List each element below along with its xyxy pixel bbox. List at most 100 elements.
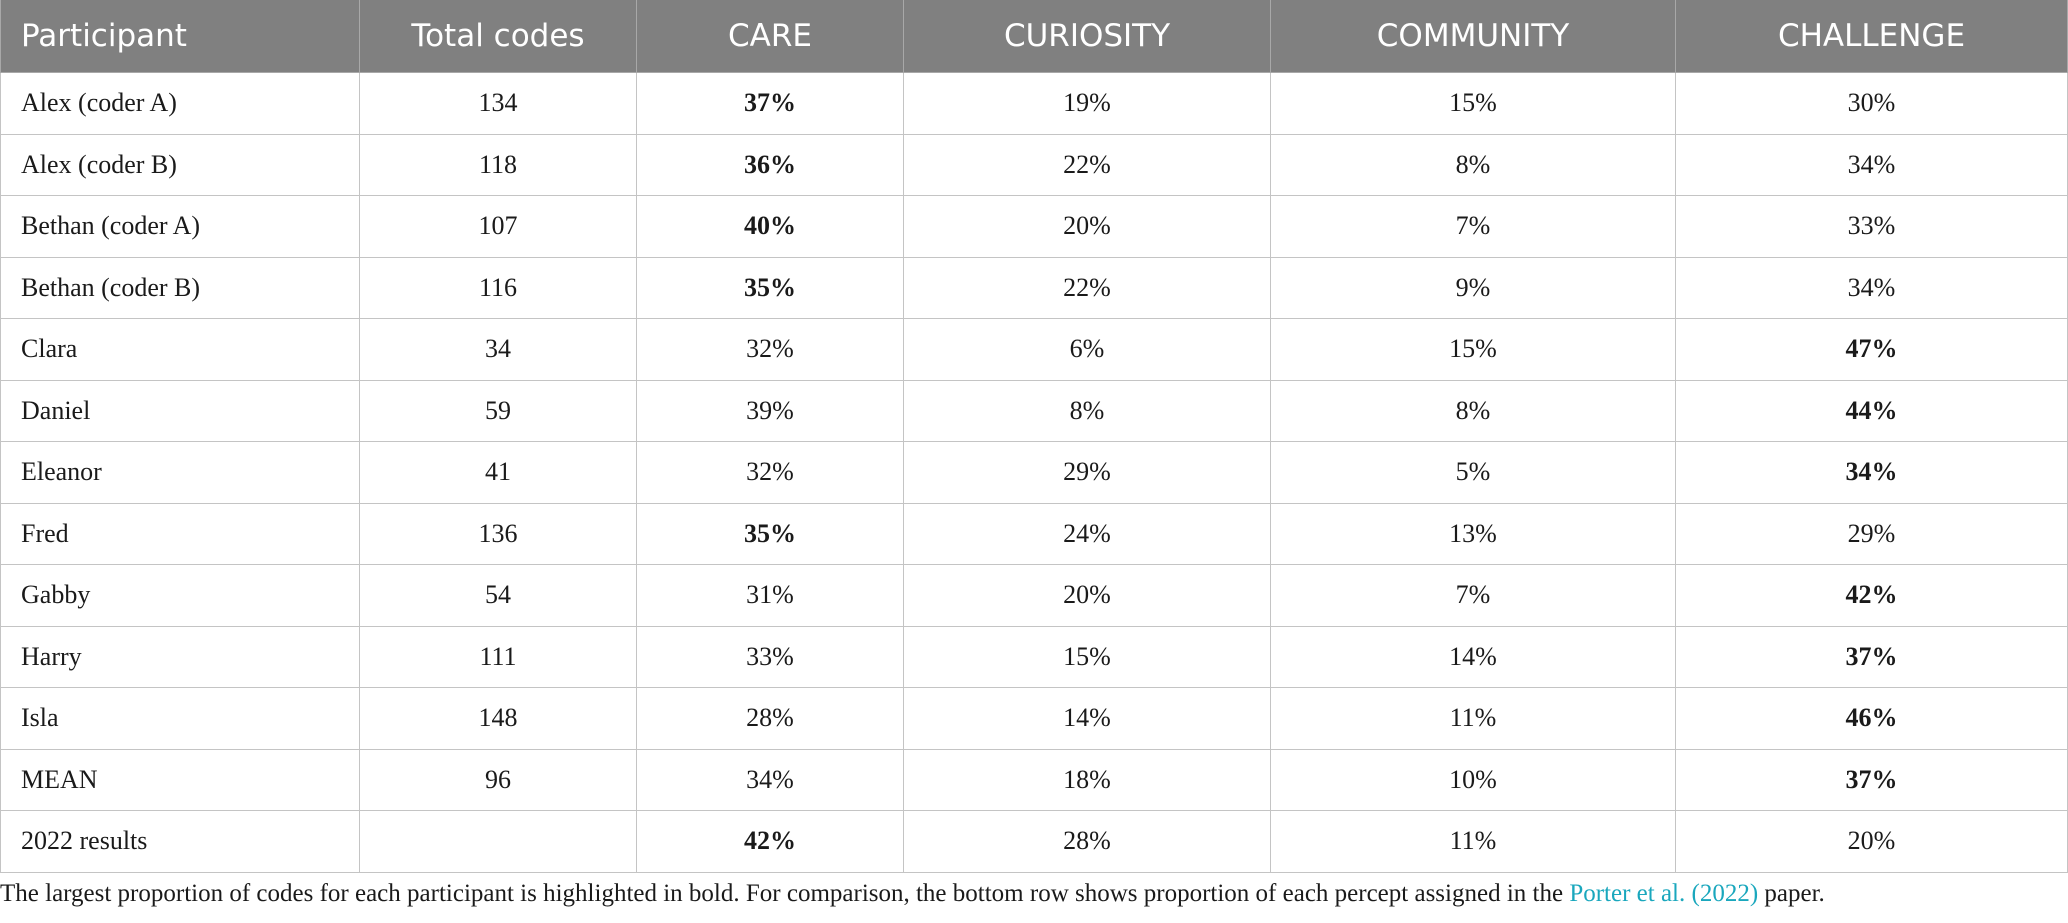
- cell-care: 36%: [636, 133, 904, 196]
- porter-2022-link[interactable]: Porter et al. (2022): [1569, 880, 1759, 907]
- cell-curiosity: 15%: [903, 625, 1271, 688]
- cell-care: 31%: [636, 564, 904, 627]
- cell-curiosity: 19%: [903, 72, 1271, 135]
- cell-curiosity: 20%: [903, 564, 1271, 627]
- cell-challenge: 34%: [1675, 441, 2068, 504]
- header-row: Participant Total codes CARE CURIOSITY C…: [0, 0, 2068, 73]
- cell-curiosity: 18%: [903, 748, 1271, 811]
- cell-total: 136: [359, 502, 637, 565]
- caption-text: The largest proportion of codes for each…: [0, 880, 1570, 907]
- table-row: Alex (coder A) 134 37% 19% 15% 30%: [0, 72, 2068, 135]
- cell-community: 8%: [1270, 133, 1676, 196]
- cell-challenge: 33%: [1675, 195, 2068, 258]
- table-row: Isla 148 28% 14% 11% 46%: [0, 687, 2068, 750]
- cell-participant: MEAN: [0, 748, 360, 811]
- cell-participant: Bethan (coder B): [0, 256, 360, 319]
- cell-curiosity: 20%: [903, 195, 1271, 258]
- cell-participant: Daniel: [0, 379, 360, 442]
- cell-total: 54: [359, 564, 637, 627]
- cell-challenge: 30%: [1675, 72, 2068, 135]
- cell-participant: Gabby: [0, 564, 360, 627]
- cell-challenge: 37%: [1675, 748, 2068, 811]
- cell-curiosity: 24%: [903, 502, 1271, 565]
- cell-community: 10%: [1270, 748, 1676, 811]
- header-total-codes: Total codes: [359, 0, 637, 73]
- cell-participant: Harry: [0, 625, 360, 688]
- cell-total: 41: [359, 441, 637, 504]
- table-row: Clara 34 32% 6% 15% 47%: [0, 318, 2068, 381]
- cell-participant: Isla: [0, 687, 360, 750]
- cell-participant: 2022 results: [0, 810, 360, 873]
- table-row: 2022 results 42% 28% 11% 20%: [0, 810, 2068, 873]
- header-community: COMMUNITY: [1270, 0, 1676, 73]
- cell-curiosity: 8%: [903, 379, 1271, 442]
- table-row: Harry 111 33% 15% 14% 37%: [0, 625, 2068, 688]
- cell-care: 34%: [636, 748, 904, 811]
- cell-challenge: 20%: [1675, 810, 2068, 873]
- cell-total: 34: [359, 318, 637, 381]
- cell-care: 40%: [636, 195, 904, 258]
- cell-community: 11%: [1270, 810, 1676, 873]
- caption-text-end: paper.: [1758, 880, 1825, 907]
- cell-total: 96: [359, 748, 637, 811]
- cell-challenge: 44%: [1675, 379, 2068, 442]
- cell-community: 15%: [1270, 318, 1676, 381]
- header-curiosity: CURIOSITY: [903, 0, 1271, 73]
- header-participant: Participant: [0, 0, 360, 73]
- cell-challenge: 42%: [1675, 564, 2068, 627]
- table-row: Daniel 59 39% 8% 8% 44%: [0, 379, 2068, 442]
- cell-curiosity: 14%: [903, 687, 1271, 750]
- cell-participant: Bethan (coder A): [0, 195, 360, 258]
- cell-care: 32%: [636, 318, 904, 381]
- cell-challenge: 34%: [1675, 133, 2068, 196]
- cell-community: 8%: [1270, 379, 1676, 442]
- cell-care: 35%: [636, 502, 904, 565]
- cell-participant: Alex (coder A): [0, 72, 360, 135]
- table-row: Eleanor 41 32% 29% 5% 34%: [0, 441, 2068, 504]
- results-table: Participant Total codes CARE CURIOSITY C…: [0, 0, 2068, 873]
- cell-community: 7%: [1270, 195, 1676, 258]
- cell-challenge: 34%: [1675, 256, 2068, 319]
- cell-care: 37%: [636, 72, 904, 135]
- cell-community: 14%: [1270, 625, 1676, 688]
- cell-participant: Eleanor: [0, 441, 360, 504]
- cell-total: 134: [359, 72, 637, 135]
- cell-participant: Fred: [0, 502, 360, 565]
- cell-community: 11%: [1270, 687, 1676, 750]
- cell-community: 5%: [1270, 441, 1676, 504]
- cell-total: 107: [359, 195, 637, 258]
- cell-total: 59: [359, 379, 637, 442]
- cell-care: 35%: [636, 256, 904, 319]
- cell-curiosity: 6%: [903, 318, 1271, 381]
- cell-total: 148: [359, 687, 637, 750]
- cell-community: 7%: [1270, 564, 1676, 627]
- cell-curiosity: 29%: [903, 441, 1271, 504]
- header-care: CARE: [636, 0, 904, 73]
- table-caption: The largest proportion of codes for each…: [0, 880, 1825, 908]
- table-row: Alex (coder B) 118 36% 22% 8% 34%: [0, 133, 2068, 196]
- cell-total: 116: [359, 256, 637, 319]
- cell-challenge: 37%: [1675, 625, 2068, 688]
- table-row: Bethan (coder A) 107 40% 20% 7% 33%: [0, 195, 2068, 258]
- cell-care: 33%: [636, 625, 904, 688]
- table-row: Fred 136 35% 24% 13% 29%: [0, 502, 2068, 565]
- cell-challenge: 29%: [1675, 502, 2068, 565]
- cell-participant: Alex (coder B): [0, 133, 360, 196]
- cell-care: 42%: [636, 810, 904, 873]
- cell-curiosity: 22%: [903, 256, 1271, 319]
- cell-curiosity: 22%: [903, 133, 1271, 196]
- cell-care: 32%: [636, 441, 904, 504]
- cell-total: 111: [359, 625, 637, 688]
- cell-care: 39%: [636, 379, 904, 442]
- cell-care: 28%: [636, 687, 904, 750]
- cell-challenge: 46%: [1675, 687, 2068, 750]
- cell-total: [359, 810, 637, 873]
- cell-total: 118: [359, 133, 637, 196]
- header-challenge: CHALLENGE: [1675, 0, 2068, 73]
- table-row: Gabby 54 31% 20% 7% 42%: [0, 564, 2068, 627]
- cell-community: 13%: [1270, 502, 1676, 565]
- cell-curiosity: 28%: [903, 810, 1271, 873]
- table-row: Bethan (coder B) 116 35% 22% 9% 34%: [0, 256, 2068, 319]
- cell-challenge: 47%: [1675, 318, 2068, 381]
- cell-community: 15%: [1270, 72, 1676, 135]
